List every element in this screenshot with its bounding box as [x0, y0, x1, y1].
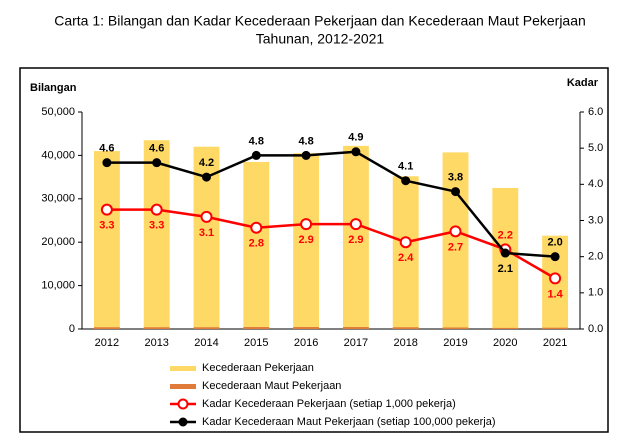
marker — [250, 221, 263, 234]
y2-axis-label: Kadar — [567, 77, 599, 89]
chart-frame — [19, 67, 609, 433]
data-label: 2.9 — [298, 234, 313, 246]
data-label: 4.9 — [348, 132, 363, 144]
bar — [392, 176, 419, 329]
legend-label: Kecederaan Maut Pekerjaan — [202, 380, 341, 392]
legend-swatch — [170, 384, 196, 389]
data-label: 1.4 — [547, 288, 563, 300]
y2-tick-label: 0.0 — [588, 323, 603, 335]
legend-label: Kecederaan Pekerjaan — [202, 362, 314, 374]
data-label: 3.8 — [448, 171, 463, 183]
marker — [200, 210, 213, 223]
marker — [202, 172, 211, 182]
y-axis-label: Bilangan — [30, 82, 77, 94]
marker — [449, 225, 462, 238]
bar — [143, 327, 170, 329]
data-label: 2.8 — [249, 238, 264, 250]
bar — [243, 161, 270, 329]
bar — [492, 327, 519, 329]
x-tick-label: 2020 — [493, 337, 517, 349]
bar — [342, 327, 369, 329]
bar — [293, 327, 320, 329]
y-tick-label: 30,000 — [41, 193, 75, 205]
bar — [442, 152, 469, 329]
legend-swatch — [170, 366, 196, 371]
chart-subtitle: Tahunan, 2012-2021 — [256, 31, 385, 47]
marker — [549, 272, 562, 285]
y-tick-label: 50,000 — [41, 106, 75, 118]
legend-label: Kadar Kecederaan Pekerjaan (setiap 1,000… — [202, 398, 456, 410]
data-label: 3.1 — [199, 227, 214, 239]
data-label: 4.2 — [199, 157, 214, 169]
x-tick-label: 2015 — [244, 337, 268, 349]
data-label: 4.8 — [249, 135, 264, 147]
bar — [93, 327, 120, 329]
x-tick-label: 2018 — [393, 337, 417, 349]
marker — [251, 150, 261, 160]
x-tick-label: 2019 — [443, 337, 467, 349]
y-tick-label: 20,000 — [41, 236, 75, 248]
data-label: 3.3 — [99, 220, 114, 232]
legend-label: Kadar Kecederaan Maut Pekerjaan (setiap … — [202, 416, 496, 428]
bar — [492, 187, 519, 329]
x-tick-label: 2014 — [194, 337, 218, 349]
y2-tick-label: 3.0 — [588, 214, 603, 226]
marker — [349, 218, 362, 231]
y2-tick-label: 4.0 — [588, 178, 603, 190]
bar — [293, 153, 320, 329]
x-tick-label: 2016 — [294, 337, 318, 349]
data-label: 3.3 — [149, 220, 164, 232]
data-label: 2.4 — [398, 252, 414, 264]
marker — [150, 203, 163, 216]
y2-tick-label: 1.0 — [588, 287, 603, 299]
bar — [243, 327, 270, 329]
marker — [102, 158, 112, 168]
y-tick-label: 10,000 — [41, 280, 75, 292]
line — [106, 150, 556, 258]
data-label: 4.8 — [298, 135, 313, 147]
bar — [93, 151, 120, 329]
marker — [550, 252, 560, 262]
data-label: 2.0 — [547, 237, 562, 249]
data-label: 2.2 — [498, 229, 513, 241]
marker — [351, 147, 361, 157]
marker — [451, 187, 460, 197]
y-tick-label: 0 — [69, 323, 75, 335]
data-label: 4.6 — [99, 143, 114, 155]
legend-marker — [177, 398, 189, 410]
marker — [500, 248, 510, 258]
y2-tick-label: 6.0 — [588, 106, 603, 118]
bar — [442, 327, 469, 329]
x-tick-label: 2013 — [144, 337, 168, 349]
data-label: 2.7 — [448, 241, 463, 253]
data-label: 4.6 — [149, 143, 164, 155]
marker — [301, 150, 311, 160]
x-tick-label: 2017 — [344, 337, 368, 349]
x-tick-label: 2021 — [543, 337, 567, 349]
y2-tick-label: 5.0 — [588, 142, 603, 154]
bar — [342, 145, 369, 329]
bar — [392, 327, 419, 329]
marker — [401, 176, 411, 186]
y2-tick-label: 2.0 — [588, 251, 603, 263]
bar — [542, 327, 569, 329]
legend-marker — [178, 417, 188, 427]
data-label: 4.1 — [398, 161, 413, 173]
x-tick-label: 2012 — [95, 337, 119, 349]
marker — [300, 218, 313, 231]
line — [106, 208, 556, 280]
data-label: 2.1 — [498, 263, 513, 275]
y-tick-label: 40,000 — [41, 149, 75, 161]
chart-title: Carta 1: Bilangan dan Kadar Kecederaan P… — [54, 13, 586, 29]
bar — [143, 140, 170, 329]
marker — [399, 236, 412, 249]
bar — [193, 327, 220, 329]
marker — [100, 203, 113, 216]
data-label: 2.9 — [348, 234, 363, 246]
marker — [152, 158, 162, 168]
